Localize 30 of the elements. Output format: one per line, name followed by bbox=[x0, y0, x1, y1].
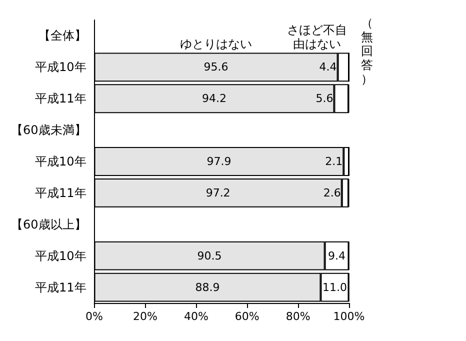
data-label: 2.1 bbox=[325, 155, 343, 168]
data-label: 94.2 bbox=[202, 92, 226, 106]
data-label: 11.0 bbox=[322, 280, 347, 294]
x-tick-label: 0% bbox=[86, 310, 103, 323]
data-label: 5.6 bbox=[316, 92, 334, 106]
x-tick-label: 100% bbox=[333, 310, 365, 323]
series-label: ゆとりはない bbox=[180, 37, 252, 52]
data-label: 88.9 bbox=[195, 280, 220, 294]
x-tick-label: 40% bbox=[184, 310, 208, 323]
series-label: さほど不自由はない bbox=[287, 23, 347, 52]
y-tick-label: 平成11年 bbox=[34, 280, 86, 294]
y-tick-label: 【60歳未満】 bbox=[10, 123, 86, 138]
x-tick-label: 80% bbox=[286, 310, 310, 323]
data-label: 9.4 bbox=[328, 249, 346, 262]
y-tick-label: 平成10年 bbox=[34, 154, 86, 168]
y-tick-label: 平成11年 bbox=[34, 92, 86, 106]
data-label: 2.6 bbox=[323, 186, 341, 200]
y-tick-label: 平成11年 bbox=[34, 186, 86, 200]
data-label: 95.6 bbox=[204, 60, 228, 74]
y-tick-label: 【60歳以上】 bbox=[10, 217, 86, 232]
data-label: 97.9 bbox=[206, 155, 232, 168]
x-tick-label: 20% bbox=[132, 310, 158, 323]
y-tick-label: 平成10年 bbox=[34, 60, 86, 74]
y-tick-label: 【全体】 bbox=[38, 28, 86, 43]
series-label: （無回答） bbox=[361, 16, 373, 86]
y-tick-label: 平成10年 bbox=[34, 248, 86, 263]
data-label: 4.4 bbox=[319, 60, 337, 74]
data-label: 97.2 bbox=[206, 186, 230, 200]
data-label: 90.5 bbox=[197, 249, 222, 262]
x-tick-label: 60% bbox=[234, 310, 260, 323]
